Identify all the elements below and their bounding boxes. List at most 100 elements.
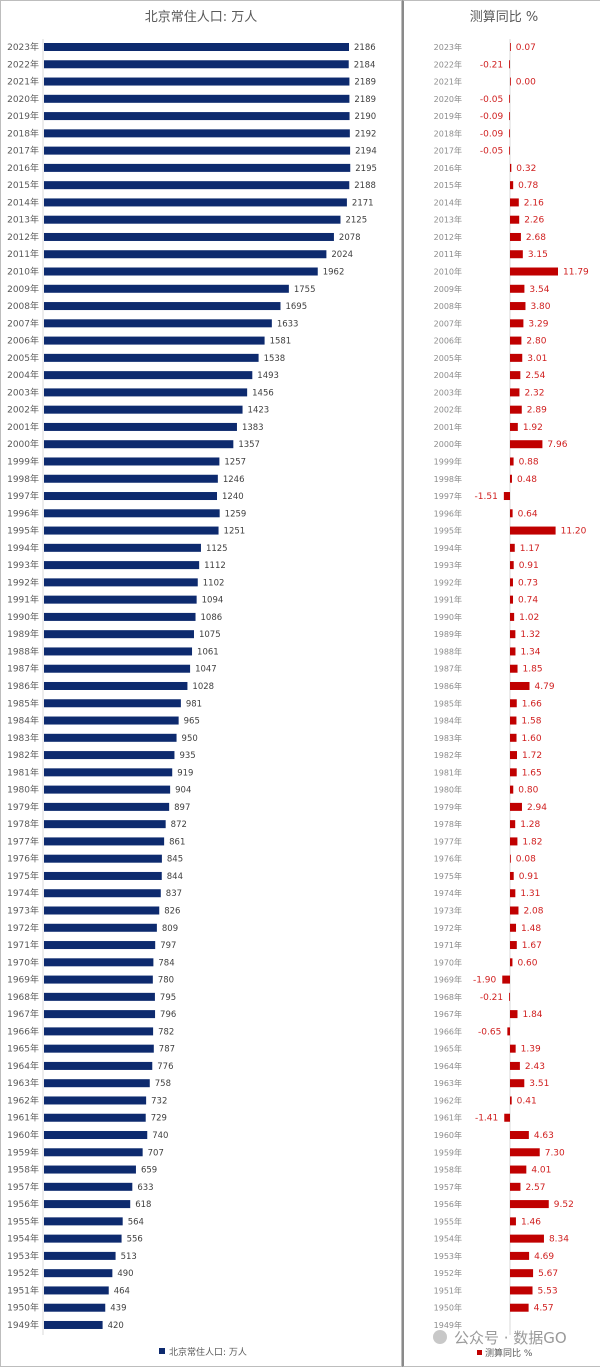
population-bar (44, 302, 281, 311)
year-tick-label: 2007年 (7, 317, 39, 329)
yoy-bar (510, 1010, 518, 1019)
population-bar (44, 319, 272, 328)
yoy-bar (510, 716, 517, 725)
year-tick-label: 1970年 (434, 957, 462, 967)
yoy-bar (510, 681, 530, 690)
year-tick-label: 1992年 (7, 576, 39, 588)
population-value-label: 1357 (238, 440, 260, 450)
population-bar (44, 1027, 154, 1036)
population-bar (44, 854, 162, 863)
legend-label: 测算同比 % (485, 1347, 533, 1359)
yoy-value-label: 2.54 (525, 371, 545, 381)
yoy-bar (510, 43, 511, 51)
year-tick-label: 1972年 (7, 922, 39, 934)
population-bar (44, 1251, 116, 1260)
population-bar (44, 681, 188, 690)
population-value-label: 861 (169, 837, 185, 847)
yoy-bar (510, 820, 516, 829)
yoy-value-label: 2.32 (524, 388, 544, 398)
population-bar (44, 751, 175, 760)
population-value-label: 1086 (201, 613, 223, 623)
yoy-value-label: 1.28 (520, 820, 540, 830)
yoy-bar (510, 543, 515, 552)
year-tick-label: 1968年 (7, 991, 39, 1003)
yoy-value-label: 0.91 (519, 561, 539, 571)
yoy-bar (510, 941, 517, 950)
year-tick-label: 2013年 (7, 214, 39, 226)
yoy-bar (510, 889, 516, 898)
year-tick-label: 1971年 (434, 940, 462, 950)
year-tick-label: 2021年 (7, 76, 39, 88)
yoy-value-label: 0.73 (518, 578, 538, 588)
year-tick-label: 1985年 (434, 698, 462, 708)
population-bar (44, 457, 220, 466)
yoy-bar (510, 1217, 516, 1226)
population-bar (44, 733, 177, 742)
year-tick-label: 1997年 (7, 490, 39, 502)
yoy-value-label: 0.60 (517, 958, 537, 968)
yoy-value-label: 7.96 (547, 440, 567, 450)
population-value-label: 845 (167, 855, 183, 865)
year-tick-label: 1955年 (434, 1216, 462, 1226)
yoy-value-label: 11.79 (563, 268, 589, 278)
year-tick-label: 2001年 (434, 422, 462, 432)
year-tick-label: 2001年 (7, 421, 39, 433)
population-bar (44, 1286, 109, 1295)
population-bar (44, 267, 318, 276)
population-value-label: 1047 (195, 665, 217, 675)
year-tick-label: 1964年 (434, 1061, 462, 1071)
yoy-bar (510, 77, 511, 86)
year-tick-label: 1977年 (434, 836, 462, 846)
year-tick-label: 1988年 (7, 645, 39, 657)
year-tick-label: 1960年 (434, 1130, 462, 1140)
year-tick-label: 1978年 (434, 819, 462, 829)
yoy-value-label: 1.39 (521, 1045, 541, 1055)
year-tick-label: 1975年 (434, 871, 462, 881)
population-value-label: 1581 (270, 337, 292, 347)
yoy-value-label: 3.29 (528, 319, 548, 329)
yoy-bar (510, 1182, 521, 1191)
year-tick-label: 2023年 (434, 42, 462, 52)
yoy-value-label: 0.08 (516, 855, 536, 865)
yoy-value-label: -0.09 (480, 112, 504, 122)
population-value-label: 2192 (355, 129, 377, 139)
yoy-value-label: 0.32 (516, 164, 536, 174)
year-tick-label: 2004年 (434, 370, 462, 380)
population-value-label: 950 (182, 734, 198, 744)
population-value-label: 1456 (252, 388, 274, 398)
population-value-label: 2189 (354, 78, 376, 88)
year-tick-label: 1960年 (7, 1129, 39, 1141)
year-tick-label: 1976年 (434, 854, 462, 864)
yoy-value-label: 3.01 (527, 354, 547, 364)
yoy-bar (510, 1061, 520, 1070)
population-value-label: 513 (121, 1252, 137, 1262)
yoy-value-label: 1.32 (520, 630, 540, 640)
year-tick-label: 1963年 (7, 1077, 39, 1089)
yoy-bar (509, 992, 510, 1001)
year-tick-label: 2012年 (434, 232, 462, 242)
yoy-value-label: 1.92 (523, 423, 543, 433)
population-value-label: 2024 (331, 250, 353, 260)
population-value-label: 2125 (345, 216, 367, 226)
population-bar (44, 440, 234, 449)
yoy-value-label: 2.89 (527, 406, 547, 416)
population-bar (44, 1131, 148, 1140)
yoy-value-label: 0.64 (518, 509, 538, 519)
year-tick-label: 2019年 (434, 111, 462, 121)
yoy-bar (510, 181, 514, 190)
chart-title: 测算同比 % (470, 10, 539, 25)
yoy-value-label: 5.53 (538, 1286, 558, 1296)
yoy-value-label: 0.00 (516, 78, 536, 88)
year-tick-label: 1952年 (434, 1268, 462, 1278)
population-bar (44, 1234, 122, 1243)
population-bar (44, 388, 248, 397)
year-tick-label: 2017年 (434, 146, 462, 156)
year-tick-label: 1983年 (434, 733, 462, 743)
year-tick-label: 1955年 (7, 1215, 39, 1227)
year-tick-label: 1970年 (7, 956, 39, 968)
population-value-label: 904 (175, 786, 191, 796)
year-tick-label: 1979年 (7, 801, 39, 813)
population-bar (44, 1079, 150, 1088)
yoy-bar (510, 768, 517, 777)
population-bar (44, 181, 350, 190)
